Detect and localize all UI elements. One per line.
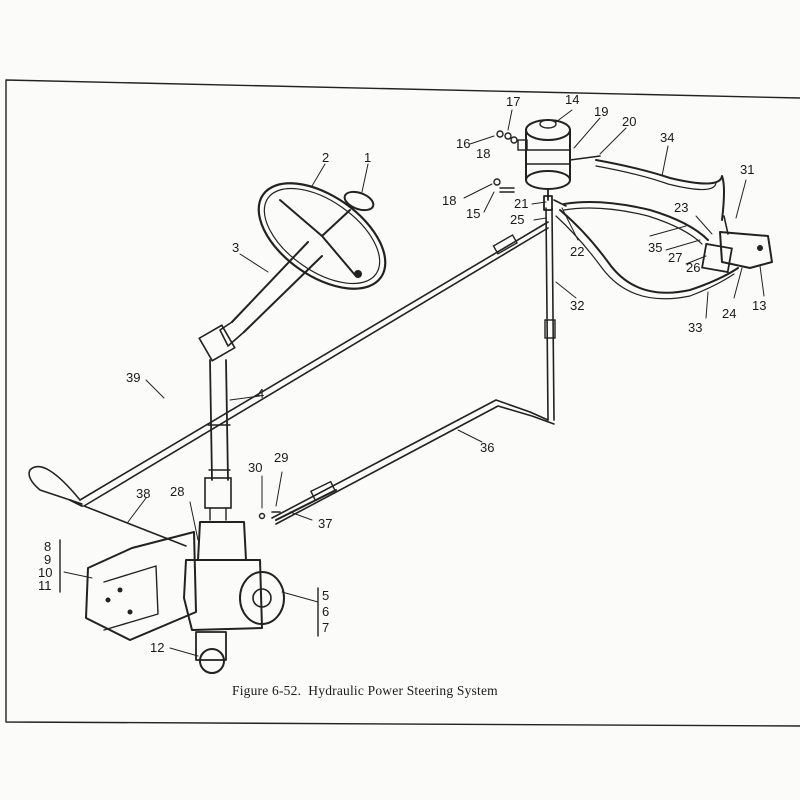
callout-7: 7 xyxy=(322,620,329,635)
callout-21: 21 xyxy=(514,196,528,211)
callout-36: 36 xyxy=(480,440,494,455)
callout-11: 11 xyxy=(38,578,52,593)
callout-29: 29 xyxy=(274,450,288,465)
steering-gear xyxy=(183,521,285,674)
callout-23: 23 xyxy=(674,200,688,215)
callout-22: 22 xyxy=(570,244,584,259)
callout-8: 8 xyxy=(44,539,51,554)
callout-2: 2 xyxy=(322,150,329,165)
callout-34: 34 xyxy=(660,130,674,145)
callout-28: 28 xyxy=(170,484,184,499)
callout-31: 31 xyxy=(740,162,754,177)
reservoir-hardware xyxy=(493,130,518,193)
callout-13: 13 xyxy=(752,298,766,313)
callout-39: 39 xyxy=(126,370,140,385)
callout-24: 24 xyxy=(722,306,736,321)
mounting-bracket xyxy=(85,531,197,641)
callout-18a: 18 xyxy=(476,146,490,161)
callout-10: 10 xyxy=(38,565,52,580)
page-border xyxy=(5,79,800,727)
callout-32: 32 xyxy=(570,298,584,313)
horn-ring xyxy=(343,190,375,212)
callout-12: 12 xyxy=(150,640,164,655)
callout-35: 35 xyxy=(648,240,662,255)
hydraulic-lines xyxy=(28,155,739,547)
callout-25: 25 xyxy=(510,212,524,227)
figure-caption: Figure 6-52. Hydraulic Power Steering Sy… xyxy=(232,683,498,698)
callout-4: 4 xyxy=(257,386,264,401)
callout-27: 27 xyxy=(668,250,682,265)
steering-column xyxy=(198,241,323,362)
callout-30: 30 xyxy=(248,460,262,475)
callout-18b: 18 xyxy=(442,193,456,208)
callout-37: 37 xyxy=(318,516,332,531)
callout-17: 17 xyxy=(506,94,520,109)
steering-wheel xyxy=(257,182,387,290)
callout-19: 19 xyxy=(594,104,608,119)
callout-labels: 1 2 3 4 5 6 7 8 9 10 11 12 13 14 15 16 1… xyxy=(38,92,766,655)
control-valve xyxy=(701,215,773,274)
leader-lines xyxy=(63,109,765,657)
callout-33: 33 xyxy=(688,320,702,335)
callout-20: 20 xyxy=(622,114,636,129)
callout-38: 38 xyxy=(136,486,150,501)
callout-5: 5 xyxy=(322,588,329,603)
callout-3: 3 xyxy=(232,240,239,255)
steering-shaft xyxy=(204,359,232,521)
callout-16: 16 xyxy=(456,136,470,151)
reservoir xyxy=(517,119,571,201)
callout-6: 6 xyxy=(322,604,329,619)
callout-15: 15 xyxy=(466,206,480,221)
callout-26: 26 xyxy=(686,260,700,275)
callout-1: 1 xyxy=(364,150,371,165)
callout-14: 14 xyxy=(565,92,579,107)
callout-9: 9 xyxy=(44,552,51,567)
